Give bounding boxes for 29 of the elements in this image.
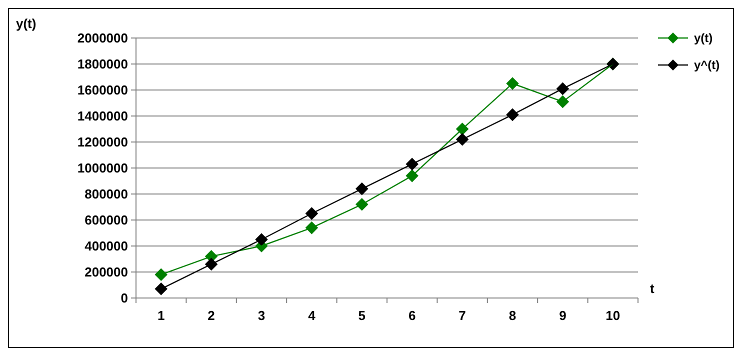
x-tick-label: 4	[308, 308, 316, 323]
y-tick-label: 1600000	[77, 82, 128, 98]
y-tick-label: 600000	[84, 212, 128, 228]
x-tick-label: 5	[358, 308, 366, 323]
y-tick-label: 400000	[84, 238, 128, 254]
x-tick-label: 1	[157, 308, 165, 323]
y-tick-label: 800000	[84, 186, 128, 202]
legend-label: y^(t)	[694, 58, 720, 72]
x-tick-label: 6	[408, 308, 416, 323]
x-axis-title: t	[650, 281, 655, 296]
legend-label: y(t)	[694, 31, 713, 46]
point	[154, 282, 168, 296]
point	[506, 108, 519, 122]
x-tick-label: 2	[208, 308, 215, 323]
x-tick-label: 9	[559, 308, 566, 323]
y-tick-label: 1400000	[77, 108, 128, 124]
x-tick-label: 7	[458, 308, 466, 323]
point	[154, 268, 168, 281]
y-tick-label: 1000000	[77, 160, 128, 176]
y-axis-title: y(t)	[16, 16, 36, 31]
x-tick-label: 3	[258, 308, 266, 323]
y-tick-label: 0	[120, 290, 128, 306]
y-tick-label: 2000000	[77, 30, 128, 46]
point	[305, 207, 318, 220]
x-tick-label: 8	[508, 308, 516, 323]
y-tick-label: 1200000	[77, 134, 128, 150]
y-tick-label: 200000	[84, 264, 128, 280]
x-tick-label: 10	[606, 308, 620, 323]
y-tick-label: 1800000	[77, 56, 128, 72]
